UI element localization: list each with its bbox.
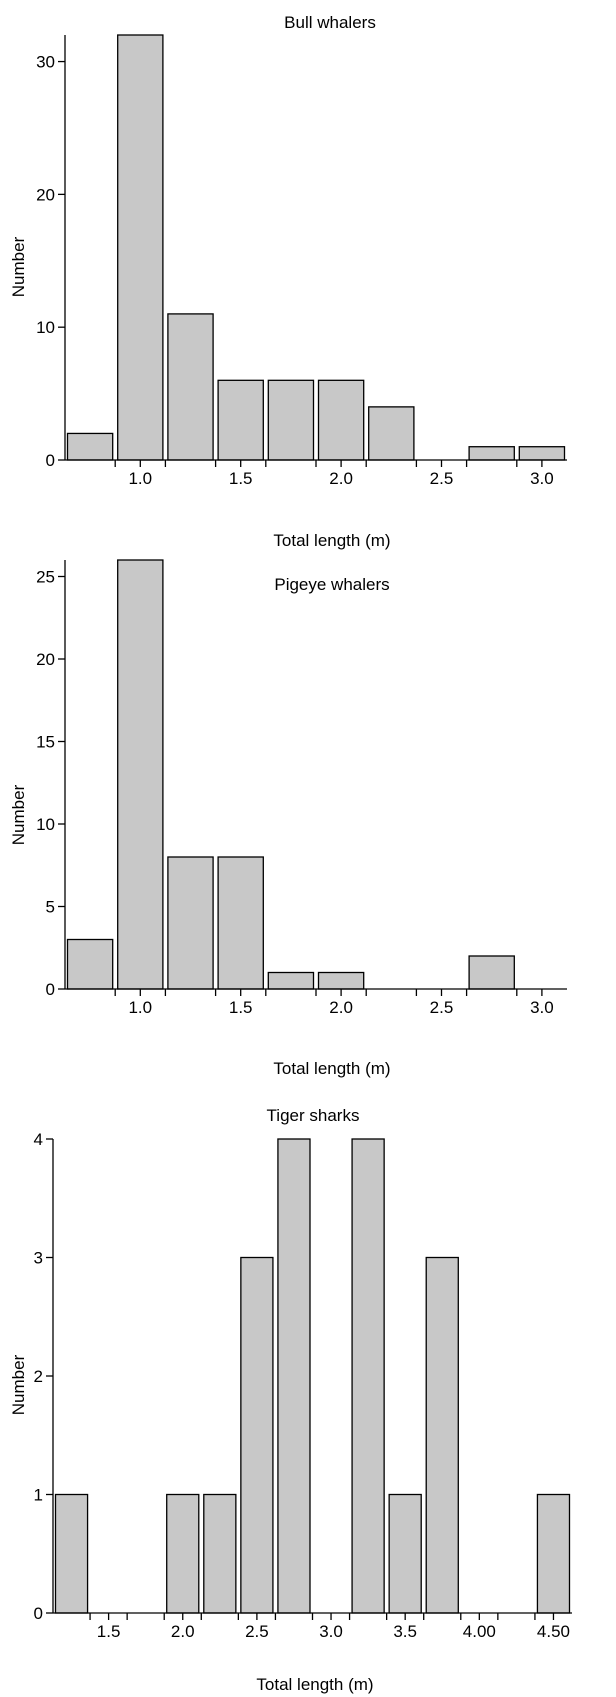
y-tick-label: 2 bbox=[34, 1367, 43, 1386]
y-axis-label: Number bbox=[9, 1354, 28, 1415]
histogram-bar bbox=[267, 971, 315, 990]
histogram-bar bbox=[468, 446, 515, 461]
x-tick-label: 2.5 bbox=[430, 998, 454, 1017]
histogram-bar bbox=[536, 1493, 571, 1614]
histogram-bar bbox=[368, 406, 415, 461]
x-tick-label: 2.0 bbox=[329, 998, 353, 1017]
y-axis-label-group: Number bbox=[9, 236, 28, 297]
axes-group: 0 5 10 15 20 25 1.0 1.5 2.0 2.5 3.0 bbox=[36, 560, 567, 1017]
histogram-bar bbox=[518, 446, 566, 461]
histogram-bar bbox=[54, 1493, 89, 1614]
x-tick-label: 4.50 bbox=[537, 1622, 570, 1641]
histogram-bar bbox=[267, 379, 315, 461]
x-tick-label: 3.0 bbox=[319, 1622, 343, 1641]
histogram-bar bbox=[117, 34, 164, 461]
panel-title: Pigeye whalers bbox=[274, 575, 389, 594]
histogram-bar bbox=[317, 379, 365, 461]
histogram-bar bbox=[351, 1138, 385, 1614]
x-tick-label: 3.5 bbox=[393, 1622, 417, 1641]
histogram-bar bbox=[277, 1138, 311, 1614]
histogram-bar bbox=[66, 432, 114, 461]
y-tick-label: 25 bbox=[36, 568, 55, 587]
x-tick-label: 1.5 bbox=[229, 998, 253, 1017]
x-tick-label: 1.0 bbox=[128, 998, 152, 1017]
bars-group bbox=[54, 1138, 571, 1614]
y-axis-label: Number bbox=[9, 784, 28, 845]
histogram-bar bbox=[167, 313, 214, 461]
axes-group: 0 10 20 30 1.0 1.5 2.0 2.5 3.0 bbox=[36, 35, 567, 488]
panel-tiger-sharks: Tiger sharks Number Total length (m) 0 1 2… bbox=[9, 1106, 572, 1694]
x-tick-label: 2.5 bbox=[430, 469, 454, 488]
x-tick-label: 1.0 bbox=[128, 469, 152, 488]
bars-group bbox=[66, 34, 566, 461]
histogram-bar bbox=[388, 1493, 422, 1614]
x-axis-label: Total length (m) bbox=[256, 1675, 373, 1694]
panel-title: Tiger sharks bbox=[267, 1106, 360, 1125]
histogram-bar bbox=[317, 971, 365, 990]
y-axis-label-group: Number bbox=[9, 1354, 28, 1415]
y-tick-label: 30 bbox=[36, 53, 55, 72]
histogram-bar bbox=[425, 1256, 459, 1614]
y-tick-label: 10 bbox=[36, 815, 55, 834]
x-tick-label: 1.5 bbox=[97, 1622, 121, 1641]
histogram-bar bbox=[167, 856, 214, 990]
histogram-bar bbox=[203, 1493, 237, 1614]
panel-pigeye-whalers: Pigeye whalers Number Total length (m) 0… bbox=[9, 559, 567, 1078]
panel-title: Bull whalers bbox=[284, 13, 376, 32]
x-tick-label: 2.0 bbox=[329, 469, 353, 488]
bars-group bbox=[66, 559, 515, 990]
y-tick-label: 20 bbox=[36, 650, 55, 669]
panel-bull-whalers: Bull whalers Number Total length (m) 0 10… bbox=[9, 13, 567, 550]
y-tick-label: 3 bbox=[34, 1249, 43, 1268]
histogram-bar bbox=[117, 559, 164, 990]
y-axis-label: Number bbox=[9, 236, 28, 297]
y-tick-label: 0 bbox=[34, 1604, 43, 1623]
histogram-bar bbox=[66, 938, 114, 990]
y-tick-label: 15 bbox=[36, 733, 55, 752]
y-tick-label: 1 bbox=[34, 1486, 43, 1505]
x-axis-label: Total length (m) bbox=[273, 1059, 390, 1078]
y-tick-label: 10 bbox=[36, 318, 55, 337]
histogram-bar bbox=[166, 1493, 200, 1614]
y-tick-label: 5 bbox=[46, 898, 55, 917]
x-tick-label: 3.0 bbox=[530, 998, 554, 1017]
histogram-bar bbox=[240, 1256, 274, 1614]
x-tick-label: 2.5 bbox=[245, 1622, 269, 1641]
histogram-bar bbox=[217, 856, 264, 990]
x-tick-label: 4.00 bbox=[463, 1622, 496, 1641]
x-tick-label: 3.0 bbox=[530, 469, 554, 488]
x-tick-label: 2.0 bbox=[171, 1622, 195, 1641]
y-tick-label: 4 bbox=[34, 1130, 43, 1149]
y-axis-label-group: Number bbox=[9, 784, 28, 845]
histogram-bar bbox=[217, 379, 264, 461]
y-tick-label: 0 bbox=[46, 451, 55, 470]
axes-group: 0 1 2 3 4 1.5 2.0 2.5 3.0 3.5 4.00 4.50 bbox=[34, 1130, 572, 1641]
x-axis-label: Total length (m) bbox=[273, 531, 390, 550]
x-tick-label: 1.5 bbox=[229, 469, 253, 488]
histogram-bar bbox=[468, 955, 515, 990]
y-tick-label: 20 bbox=[36, 185, 55, 204]
y-tick-label: 0 bbox=[46, 980, 55, 999]
